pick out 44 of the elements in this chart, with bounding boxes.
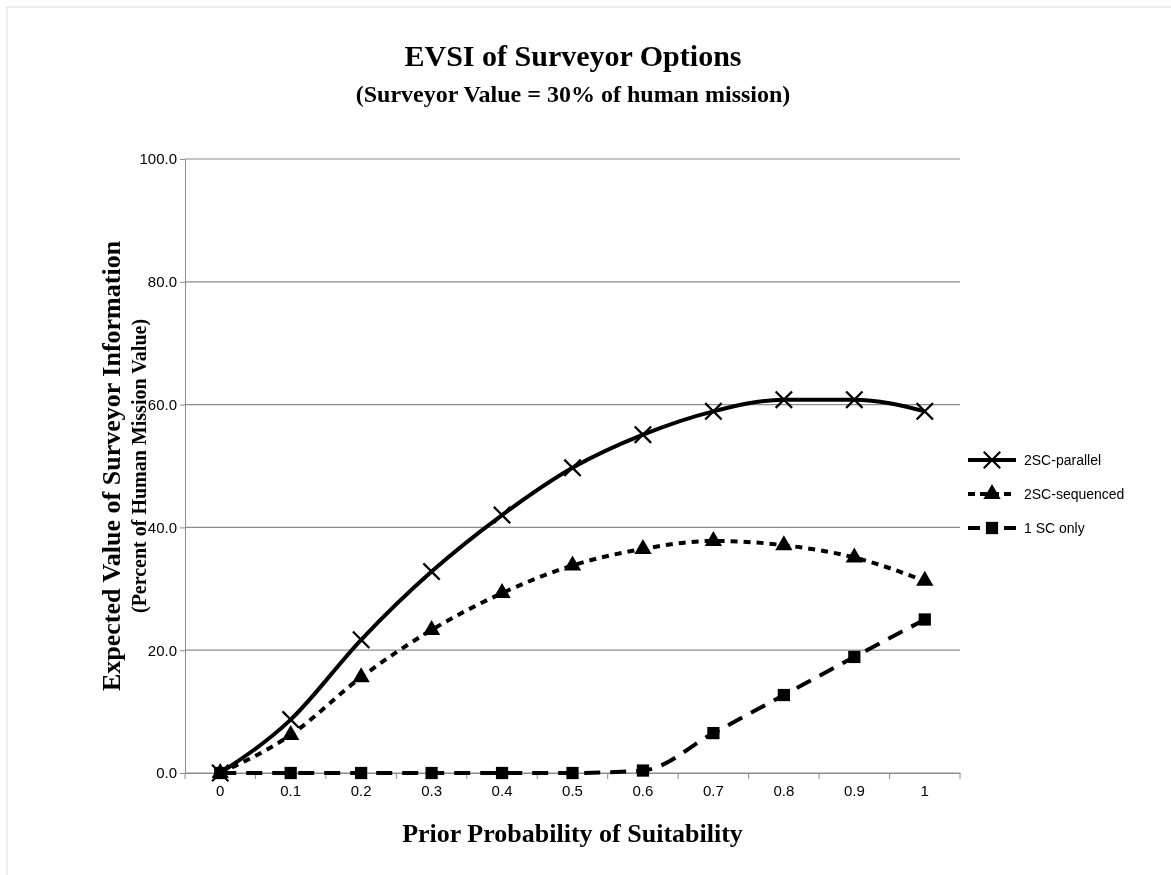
x-tick-label: 1 — [920, 781, 929, 799]
legend-label: 1 SC only — [1024, 520, 1085, 536]
point — [281, 710, 300, 729]
point — [355, 766, 368, 780]
point — [845, 390, 864, 409]
point — [636, 764, 650, 777]
x-tick-label: 0.5 — [562, 781, 583, 799]
point — [633, 425, 652, 444]
y-tick-label: 40.0 — [147, 518, 177, 536]
point — [493, 583, 511, 599]
point — [352, 630, 371, 649]
point — [495, 766, 509, 780]
legend-label: 2SC-sequenced — [1024, 486, 1125, 502]
point — [284, 766, 297, 780]
legend-label: 2SC-parallel — [1024, 452, 1102, 468]
point — [707, 726, 720, 740]
x-tick-label: 0.3 — [421, 781, 443, 799]
y-tick-label: 0.0 — [156, 764, 177, 782]
point — [775, 535, 793, 551]
point — [918, 613, 931, 626]
point — [425, 766, 438, 780]
x-tick-label: 0.6 — [632, 781, 654, 799]
y-tick-label: 100.0 — [139, 150, 177, 168]
point — [422, 562, 441, 581]
x-axis-title: Prior Probability of Suitability — [402, 819, 743, 848]
point — [915, 402, 934, 421]
x-tick-label: 0.4 — [491, 781, 513, 799]
x-tick-label: 0.9 — [843, 781, 865, 799]
x-tick-label: 0.1 — [280, 781, 302, 799]
chart-subtitle: (Surveyor Value = 30% of human mission) — [355, 81, 791, 107]
point — [563, 458, 582, 477]
point — [777, 688, 790, 702]
point — [493, 506, 512, 525]
y-tick-label: 80.0 — [147, 273, 177, 291]
point — [774, 390, 793, 409]
point — [566, 766, 579, 780]
point — [704, 402, 723, 421]
x-tick-label: 0 — [216, 781, 225, 799]
y-tick-label: 60.0 — [147, 395, 177, 413]
chart-title: EVSI of Surveyor Options — [404, 39, 742, 72]
x-tick-label: 0.8 — [773, 781, 795, 799]
point — [848, 650, 861, 664]
x-tick-label: 0.2 — [350, 781, 372, 799]
x-tick-label: 0.7 — [702, 781, 724, 799]
